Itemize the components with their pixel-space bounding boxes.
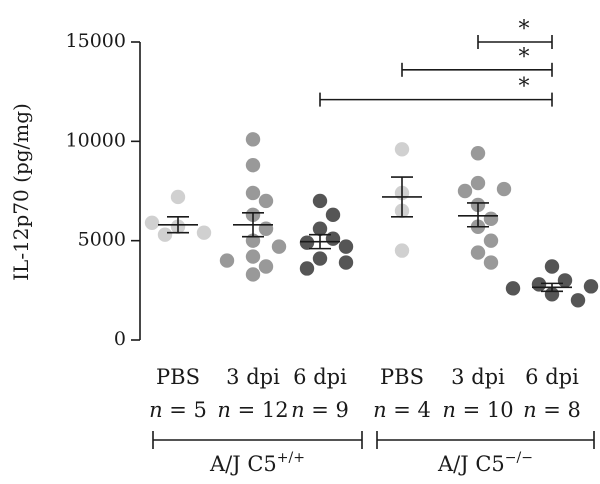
data-point: [312, 251, 328, 266]
data-point: [170, 189, 186, 205]
data-point: [245, 185, 261, 201]
category-n-label: n = 8: [523, 398, 581, 422]
data-point: [338, 239, 354, 254]
y-tick-label: 10000: [66, 129, 126, 151]
n-value: = 5: [163, 398, 207, 422]
category-n-label: n = 9: [291, 398, 349, 422]
data-point: [544, 259, 560, 274]
category-label: 3 dpi: [451, 365, 505, 389]
significance-star: *: [519, 17, 530, 42]
data-point: [258, 259, 274, 274]
data-point: [557, 273, 573, 288]
y-tick-label: 15000: [66, 30, 126, 52]
category-n-label: n = 10: [442, 398, 513, 422]
data-point: [219, 253, 235, 268]
n-symbol: n: [523, 398, 537, 422]
data-point: [496, 181, 512, 197]
data-point: [312, 193, 328, 209]
mean-sem-bars: [158, 176, 572, 293]
n-symbol: n: [217, 398, 231, 422]
data-point: [325, 207, 341, 223]
group-label-text: A/J C5: [437, 452, 505, 476]
group-label-superscript: −/−: [505, 450, 533, 466]
data-point: [531, 277, 547, 292]
data-point: [583, 279, 599, 294]
data-point: [312, 221, 328, 236]
n-symbol: n: [442, 398, 456, 422]
n-value: = 9: [305, 398, 349, 422]
significance-star: *: [519, 45, 530, 70]
y-axis-label: IL-12p70 (pg/mg): [9, 103, 33, 281]
data-point: [570, 293, 586, 308]
category-label: 6 dpi: [525, 365, 579, 389]
group-brackets: A/J C5+/+ A/J C5−/−: [152, 431, 595, 476]
data-points: [144, 132, 599, 308]
category-label: PBS: [380, 365, 424, 389]
data-point: [299, 261, 315, 276]
y-tick-label: 5000: [78, 229, 126, 251]
y-axis-ticks: 0 5000 10000 15000: [66, 30, 140, 350]
y-tick-label: 0: [114, 328, 126, 350]
n-symbol: n: [373, 398, 387, 422]
data-point: [394, 243, 410, 258]
group-label: A/J C5+/+: [209, 450, 305, 476]
data-point: [196, 225, 212, 240]
data-point: [470, 175, 486, 191]
n-value: = 4: [387, 398, 431, 422]
group-label-superscript: +/+: [277, 450, 305, 466]
n-value: = 12: [231, 398, 289, 422]
data-point: [325, 231, 341, 246]
data-point: [245, 132, 261, 147]
data-point: [483, 211, 499, 227]
significance-star: *: [519, 75, 530, 100]
data-point: [299, 235, 315, 250]
data-point: [258, 221, 274, 236]
data-point: [483, 255, 499, 270]
significance-brackets: * * *: [319, 17, 553, 107]
n-symbol: n: [149, 398, 163, 422]
data-point: [470, 146, 486, 161]
n-value: = 10: [456, 398, 514, 422]
data-point: [483, 233, 499, 248]
data-point: [245, 157, 261, 173]
data-point: [457, 183, 473, 199]
data-point: [245, 267, 261, 282]
category-n-label: n = 12: [217, 398, 288, 422]
category-label: PBS: [156, 365, 200, 389]
group-label-text: A/J C5: [209, 452, 277, 476]
data-point: [157, 227, 173, 242]
category-n-label: n = 4: [373, 398, 431, 422]
category-label: 3 dpi: [226, 365, 280, 389]
category-label: 6 dpi: [293, 365, 347, 389]
data-point: [394, 142, 410, 157]
data-point: [338, 255, 354, 270]
data-point: [258, 193, 274, 209]
data-point: [271, 239, 287, 254]
data-point: [505, 281, 521, 296]
n-value: = 8: [537, 398, 581, 422]
data-point: [144, 215, 160, 230]
category-n-label: n = 5: [149, 398, 207, 422]
n-symbol: n: [291, 398, 305, 422]
group-label: A/J C5−/−: [437, 450, 533, 476]
data-point: [470, 245, 486, 260]
data-point: [245, 249, 261, 264]
